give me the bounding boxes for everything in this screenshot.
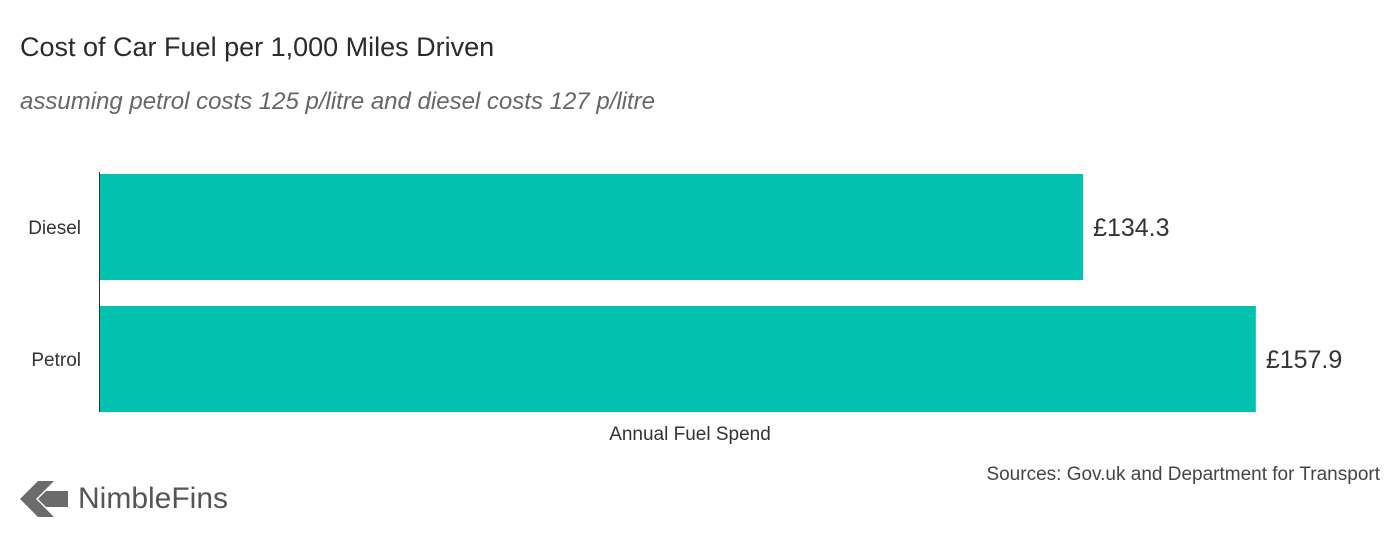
- value-label-petrol: £157.9: [1266, 346, 1342, 374]
- value-label-diesel: £134.3: [1093, 214, 1169, 242]
- bar-chart: Diesel £134.3 Petrol £157.9 Annual Fuel Spe…: [28, 172, 1342, 445]
- bars-layer: Diesel £134.3 Petrol £157.9: [28, 174, 1342, 412]
- category-label-diesel: Diesel: [28, 218, 81, 239]
- chart-title: Cost of Car Fuel per 1,000 Miles Driven: [20, 32, 495, 62]
- source-note: Sources: Gov.uk and Department for Trans…: [986, 464, 1380, 485]
- category-label-petrol: Petrol: [31, 350, 81, 371]
- bar-diesel: [100, 174, 1084, 280]
- brand-name: NimbleFins: [78, 482, 229, 515]
- x-axis-label: Annual Fuel Spend: [609, 424, 771, 445]
- nimblefins-chevron-logo-icon: [20, 481, 68, 517]
- chart-subtitle: assuming petrol costs 125 p/litre and di…: [20, 88, 656, 115]
- bar-petrol: [100, 306, 1256, 412]
- brand: NimbleFins: [20, 474, 228, 524]
